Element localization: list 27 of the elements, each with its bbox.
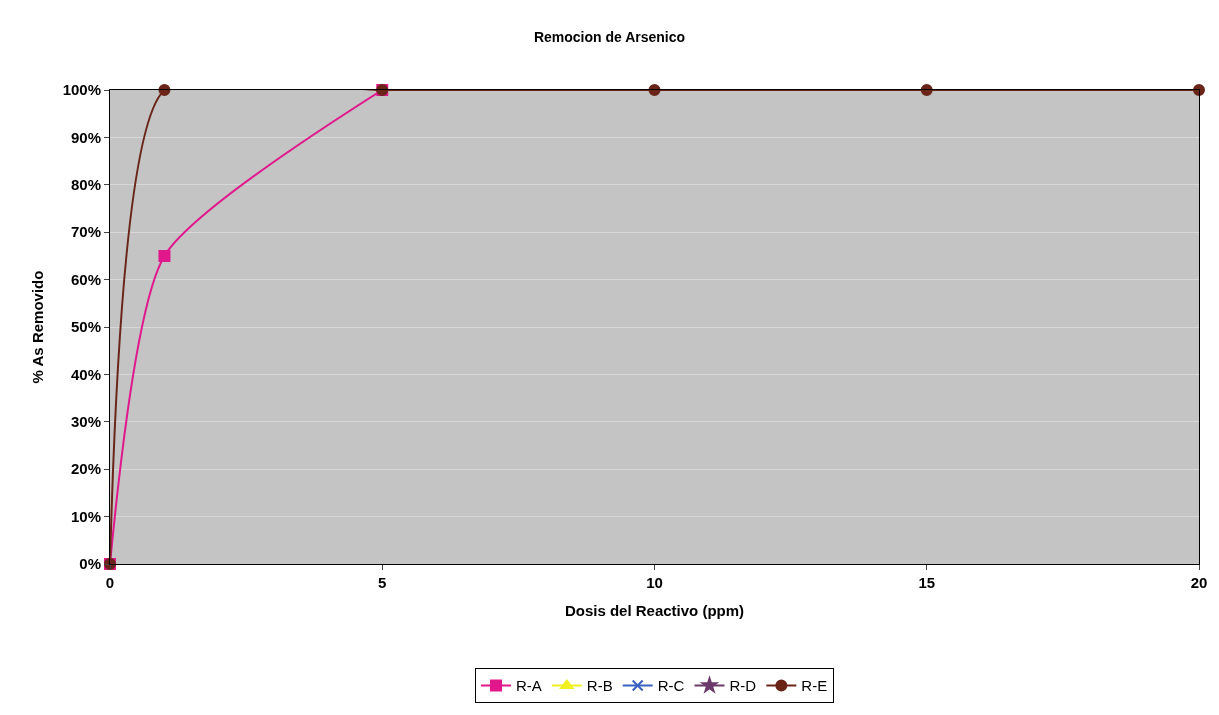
x-tick-label: 15: [918, 574, 936, 591]
legend-label: R-C: [657, 677, 685, 695]
x-tick-label: 10: [646, 574, 663, 591]
x-tick-label: 0: [105, 574, 115, 591]
x-tick-label: 5: [378, 574, 387, 591]
y-tick-label: 60%: [70, 270, 101, 288]
y-tick-label: 90%: [70, 128, 101, 146]
legend-label: R-B: [586, 677, 613, 695]
y-tick-label: 20%: [70, 460, 101, 478]
y-tick-label: 100%: [62, 81, 101, 99]
x-tick-label: 20: [1190, 574, 1208, 591]
x-axis-title: Dosis del Reactivo (ppm): [564, 602, 745, 619]
point: [1193, 84, 1205, 96]
chart-title: Remocion de Arsenico: [533, 28, 686, 45]
y-tick-label: 80%: [70, 176, 101, 194]
legend-label: R-E: [801, 677, 828, 695]
point: [920, 84, 933, 96]
y-tick-label: 70%: [70, 223, 101, 241]
legend-label: R-D: [729, 677, 757, 695]
legend-label: R-A: [516, 677, 542, 695]
y-tick-label: 50%: [70, 318, 101, 336]
y-tick-label: 30%: [70, 413, 101, 431]
point: [158, 249, 171, 262]
y-tick-label: 40%: [70, 365, 101, 383]
y-tick-label: 0%: [79, 555, 101, 573]
y-axis-title: % As Removido: [28, 270, 46, 384]
y-tick-label: 10%: [70, 507, 101, 525]
